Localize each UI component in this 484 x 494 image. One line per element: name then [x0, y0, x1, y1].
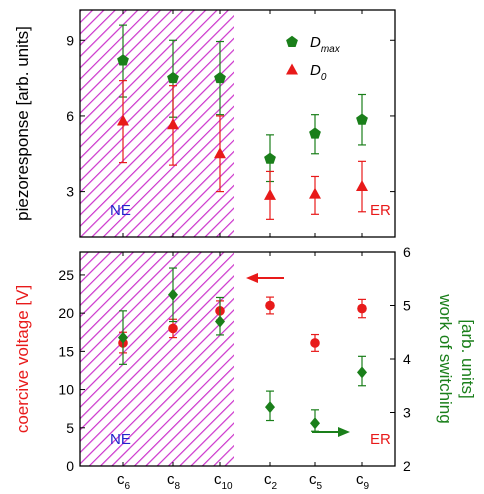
- point-coercive-voltage: [357, 303, 367, 314]
- point-D_max: [117, 54, 129, 66]
- point-D_0: [167, 118, 179, 130]
- point-D_0: [214, 147, 226, 159]
- top-ytick-label: 9: [66, 32, 74, 48]
- top-ytick-label: 3: [66, 184, 74, 200]
- plot-frame-top: [79, 9, 396, 238]
- bottom-ytick-label: 5: [66, 420, 74, 436]
- x-category-label: c2: [264, 471, 278, 492]
- x-category-label: c5: [309, 471, 323, 492]
- point-D_max: [167, 71, 179, 84]
- point-D_0: [117, 114, 129, 126]
- ne-region-bottom: [80, 252, 234, 466]
- y-axis-label-bottom: coercive voltage [V]: [13, 285, 32, 433]
- point-D_max: [214, 71, 226, 84]
- point-work-of-switching: [118, 331, 128, 344]
- point-D_0: [356, 180, 368, 192]
- bottom-y2tick-label: 5: [403, 298, 411, 314]
- point-D_0: [264, 188, 276, 200]
- point-work-of-switching: [357, 366, 367, 379]
- bottom-ytick-label: 20: [58, 305, 74, 321]
- legend-label-D_0: D0: [310, 62, 327, 83]
- bottom-y2tick-label: 4: [403, 351, 411, 367]
- point-D_max: [264, 152, 276, 164]
- x-category-label: c6: [117, 471, 131, 492]
- bottom-ytick-label: 15: [58, 343, 74, 359]
- point-work-of-switching: [265, 401, 275, 414]
- region-label-er-bottom: ER: [370, 431, 391, 448]
- y-axis-label-top: piezoresponse [arb. units]: [13, 26, 32, 221]
- point-D_max: [356, 113, 368, 125]
- top-ytick-label: 6: [66, 108, 74, 124]
- region-label-ne-bottom: NE: [110, 431, 131, 448]
- point-work-of-switching: [168, 288, 178, 301]
- legend-label-D_max: Dmax: [310, 34, 341, 55]
- bottom-y2tick-label: 2: [403, 458, 411, 474]
- bottom-y2tick-label: 3: [403, 405, 411, 421]
- point-coercive-voltage: [168, 323, 178, 334]
- bottom-ytick-label: 0: [66, 458, 74, 474]
- bottom-y2tick-label: 6: [403, 244, 411, 260]
- x-category-label: c9: [356, 471, 370, 492]
- y2-axis-label-line2: [arb. units]: [458, 319, 477, 398]
- region-label-er-top: ER: [370, 202, 391, 219]
- legend-marker-D_0: [286, 63, 298, 75]
- point-coercive-voltage: [265, 300, 275, 311]
- legend-marker-D_max: [286, 35, 298, 47]
- point-coercive-voltage: [310, 338, 320, 348]
- arrow-left-axis-head: [246, 273, 258, 283]
- ne-region-top: [80, 10, 234, 237]
- point-work-of-switching: [310, 417, 320, 430]
- bottom-ytick-label: 10: [58, 382, 74, 398]
- point-work-of-switching: [215, 315, 225, 328]
- x-category-label: c10: [214, 471, 233, 492]
- arrow-right-axis-head: [338, 427, 350, 437]
- point-D_max: [309, 127, 321, 139]
- point-D_0: [309, 187, 321, 199]
- x-category-label: c8: [167, 471, 181, 492]
- y2-axis-label-line1: work of switching: [436, 293, 455, 423]
- bottom-ytick-label: 25: [58, 267, 74, 283]
- region-label-ne-top: NE: [110, 202, 131, 219]
